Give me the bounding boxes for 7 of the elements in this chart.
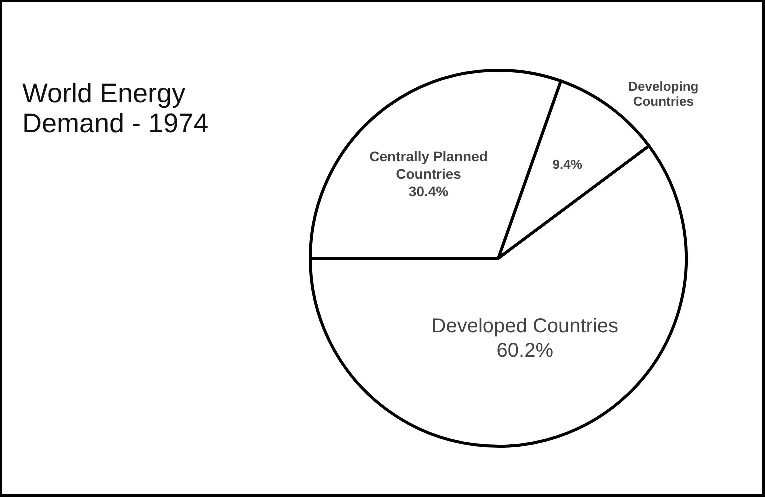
- text: World Energy Demand - 1974: [22, 78, 209, 138]
- slice-label: Developed Countries: [432, 316, 619, 338]
- slice-label: Developing Countries: [628, 79, 699, 110]
- data-label: 60.2%: [496, 340, 554, 362]
- data-label: 9.4%: [552, 157, 583, 172]
- data-label: 30.4%: [408, 184, 450, 200]
- slice-label: Centrally Planned Countries: [370, 148, 488, 182]
